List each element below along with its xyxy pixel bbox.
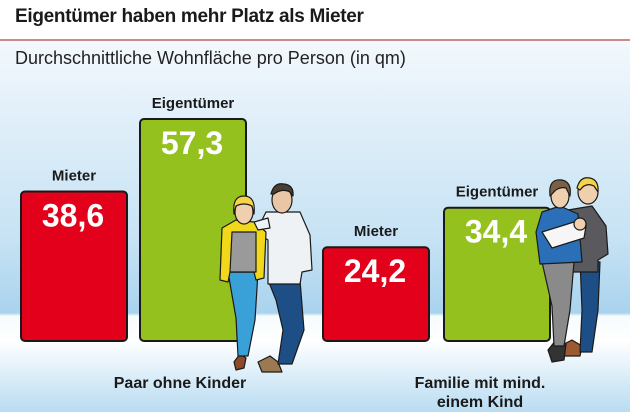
series-name-label: Mieter <box>52 167 96 184</box>
category-label-line: Paar ohne Kinder <box>113 375 247 392</box>
category-label-paar-ohne-kinder: Paar ohne Kinder <box>60 374 300 393</box>
category-label-familie: Familie mit mind. einem Kind <box>370 374 590 412</box>
family-illustration <box>535 177 609 363</box>
series-name-label: Eigentümer <box>152 95 235 112</box>
bar-mieter-1 <box>322 246 430 343</box>
series-name-label: Eigentümer <box>456 184 539 201</box>
bar-value-label: 57,3 <box>161 125 223 161</box>
series-name-label: Mieter <box>354 223 398 240</box>
bar-value-label: 24,2 <box>344 253 406 289</box>
title-divider <box>0 39 630 41</box>
man-figure <box>255 183 313 373</box>
bar-mieter-0 <box>20 190 128 342</box>
woman-figure <box>219 195 271 371</box>
baby-figure <box>541 217 587 249</box>
category-label-line: Familie mit mind. <box>414 375 546 392</box>
bar-value-label: 38,6 <box>42 197 104 233</box>
couple-illustration <box>219 183 313 373</box>
category-label-line: einem Kind <box>436 394 524 411</box>
chart-title: Eigentümer haben mehr Platz als Mieter <box>15 6 364 27</box>
bar-value-label: 34,4 <box>465 214 527 250</box>
chart-subtitle: Durchschnittliche Wohnfläche pro Person … <box>15 48 406 68</box>
header: Eigentümer haben mehr Platz als Mieter <box>0 0 630 40</box>
